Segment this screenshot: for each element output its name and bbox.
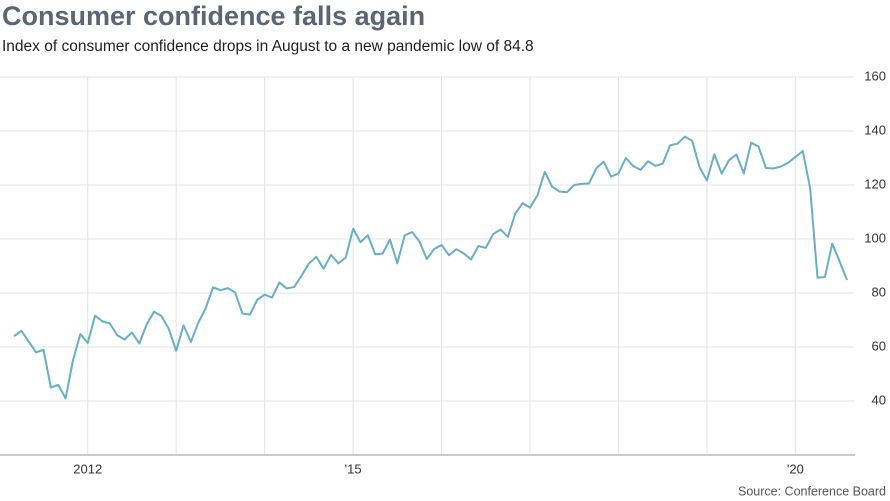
chart-title: Consumer confidence falls again [2, 1, 425, 31]
y-tick-label: 140 [864, 122, 886, 137]
y-tick-label: 100 [864, 230, 886, 245]
y-tick-label: 160 [864, 68, 886, 83]
y-tick-label: 80 [872, 284, 886, 299]
y-tick-label: 40 [872, 392, 886, 407]
chart-subtitle: Index of consumer confidence drops in Au… [2, 38, 534, 55]
x-tick-label: 2012 [73, 461, 102, 476]
x-tick-label: '20 [787, 461, 804, 476]
y-tick-label: 60 [872, 338, 886, 353]
data-line [13, 135, 848, 400]
source-note: Source: Conference Board [738, 484, 886, 498]
x-tick-label: '15 [345, 461, 362, 476]
y-tick-label: 120 [864, 176, 886, 191]
